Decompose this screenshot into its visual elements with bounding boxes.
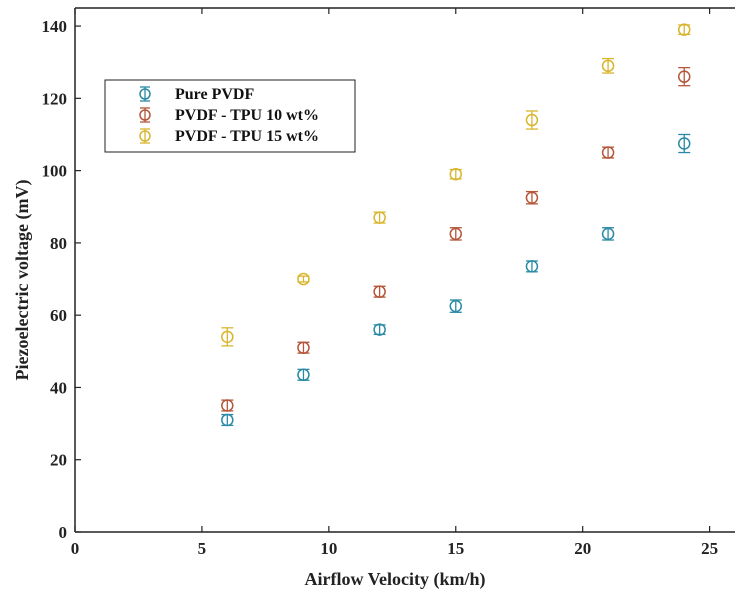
- data-points: [221, 23, 691, 427]
- x-tick-label: 25: [701, 539, 718, 558]
- data-point: [677, 23, 691, 36]
- data-point: [449, 299, 463, 313]
- marker-circle: [297, 341, 310, 354]
- data-point: [297, 368, 310, 382]
- marker-circle: [221, 330, 234, 344]
- marker-circle: [525, 260, 539, 273]
- marker-circle: [373, 285, 386, 298]
- legend-marker: [139, 130, 151, 142]
- marker-circle: [677, 137, 691, 150]
- legend-item: Pure PVDF: [139, 86, 254, 103]
- data-point: [373, 211, 386, 224]
- data-point: [373, 323, 386, 336]
- marker-circle: [601, 59, 615, 73]
- y-tick-label: 0: [59, 523, 68, 542]
- data-point: [297, 341, 310, 354]
- data-point: [449, 227, 463, 241]
- y-tick-label: 100: [42, 162, 68, 181]
- data-point: [601, 227, 615, 241]
- y-tick-label: 140: [42, 17, 68, 36]
- marker-circle: [449, 227, 463, 241]
- x-tick-label: 5: [198, 539, 207, 558]
- marker-circle: [525, 191, 539, 204]
- marker-circle: [525, 113, 539, 127]
- y-tick-label: 60: [50, 306, 67, 325]
- marker-circle: [449, 299, 463, 313]
- tick-labels: 0 5 10 15 20 25 0 20 40 60 80 100 120 140: [42, 17, 719, 558]
- x-axis-label: Airflow Velocity (km/h): [305, 569, 486, 590]
- y-tick-label: 80: [50, 234, 67, 253]
- marker-circle: [373, 323, 386, 336]
- marker-circle: [601, 146, 615, 159]
- marker-circle: [297, 272, 310, 286]
- legend-label: PVDF - TPU 10 wt%: [175, 107, 319, 124]
- x-tick-label: 0: [71, 539, 80, 558]
- marker-circle: [297, 368, 310, 382]
- y-tick-label: 120: [42, 89, 68, 108]
- x-tick-label: 10: [320, 539, 337, 558]
- legend-label: PVDF - TPU 15 wt%: [175, 128, 319, 145]
- x-tick-label: 15: [447, 539, 464, 558]
- legend: Pure PVDF PVDF - TPU 10 wt% PVDF - TPU 15 …: [104, 79, 356, 153]
- data-point: [601, 57, 615, 74]
- data-point: [221, 413, 234, 427]
- marker-circle: [373, 211, 386, 224]
- legend-marker: [139, 88, 151, 100]
- marker-circle: [449, 167, 463, 181]
- legend-marker: [139, 109, 151, 121]
- marker-circle: [221, 399, 234, 412]
- data-point: [449, 167, 463, 181]
- legend-label: Pure PVDF: [175, 86, 254, 103]
- data-point: [525, 260, 539, 273]
- x-tick-label: 20: [574, 539, 591, 558]
- data-point: [525, 110, 539, 130]
- data-point: [221, 327, 234, 347]
- data-point: [677, 66, 691, 87]
- data-point: [525, 190, 539, 205]
- marker-circle: [677, 70, 691, 83]
- data-point: [221, 399, 234, 412]
- data-point: [677, 133, 691, 154]
- legend-item: PVDF - TPU 10 wt%: [139, 107, 319, 124]
- data-point: [373, 285, 386, 298]
- legend-item: PVDF - TPU 15 wt%: [139, 128, 319, 145]
- marker-circle: [601, 227, 615, 241]
- y-tick-label: 20: [50, 451, 67, 470]
- y-tick-label: 40: [50, 378, 67, 397]
- marker-circle: [677, 23, 691, 36]
- y-axis-label: Piezoelectric voltage (mV): [12, 180, 33, 381]
- marker-circle: [221, 413, 234, 427]
- data-point: [601, 146, 615, 159]
- axes: [74, 7, 735, 533]
- data-point: [297, 272, 310, 286]
